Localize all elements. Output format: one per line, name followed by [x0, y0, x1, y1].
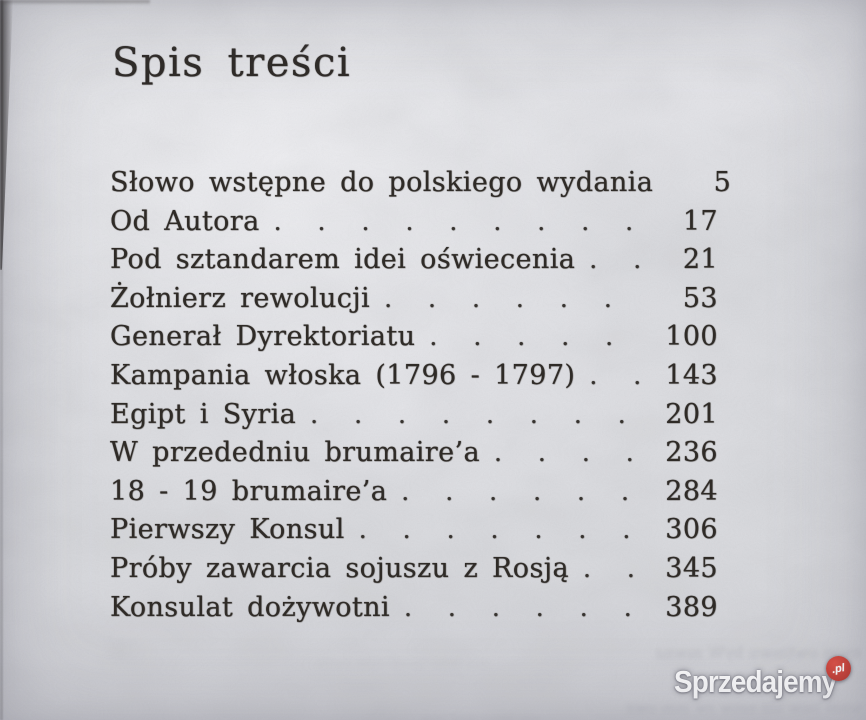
toc-chapter-title: Od Autora [110, 205, 260, 237]
toc-chapter-title: Konsulat dożywotni [110, 591, 390, 623]
toc-chapter-title: Pierwszy Konsul [110, 514, 345, 546]
toc-chapter-title: Próby zawarcia sojuszu z Rosją [110, 552, 569, 584]
page-title: Spis treści [112, 40, 352, 86]
toc-dot-leader: ....... [358, 515, 654, 545]
toc-dot-leader: ........ [310, 399, 654, 429]
toc-row: Konsulat dożywotni ...... 389 [110, 592, 718, 631]
toc-chapter-title: Kampania włoska (1796 - 1797) [110, 359, 576, 391]
toc-page-number: 5 [713, 167, 732, 198]
toc-row: Próby zawarcia sojuszu z Rosją .. 345 [110, 553, 718, 592]
toc-row: Żołnierz rewolucji ...... 53 [110, 283, 718, 322]
toc-chapter-title: W przededniu brumaire’a [110, 437, 480, 469]
toc-row: Pierwszy Konsul ....... 306 [110, 514, 718, 553]
toc-page-number: 143 [665, 359, 718, 391]
toc-dot-leader: ...... [403, 592, 654, 622]
toc-chapter-title: Egipt i Syria [110, 398, 297, 430]
toc-dot-leader: ....... [401, 476, 654, 506]
toc-dot-leader: .... [493, 438, 654, 468]
toc-page-number: 236 [665, 437, 718, 469]
toc-page-number: 17 [682, 205, 718, 237]
toc-chapter-title: Żołnierz rewolucji [110, 282, 371, 314]
toc-row: Kampania włoska (1796 - 1797) .. 143 [110, 360, 718, 399]
photo-edge-shadow-top [0, 0, 150, 5]
toc-page-number: 284 [665, 475, 718, 507]
toc-page-number: 53 [682, 282, 718, 314]
toc-dot-leader: .. [589, 245, 641, 275]
toc-page-number: 100 [665, 321, 718, 353]
toc-chapter-title: Słowo wstępne do polskiego wydania [110, 167, 654, 198]
toc-chapter-title: Generał Dyrektoriatu [110, 321, 416, 353]
toc-chapter-title: Pod sztandarem idei oświecenia [110, 244, 576, 276]
photo-edge-shadow-left [0, 0, 3, 720]
toc-dot-leader: ...... [384, 283, 648, 313]
toc-chapter-title: 18 - 19 brumaire’a [110, 475, 388, 507]
toc-row: Pod sztandarem idei oświecenia .. 21 [110, 244, 718, 283]
toc-row: Generał Dyrektoriatu ..... 100 [110, 321, 718, 360]
toc-page-number: 21 [682, 244, 718, 276]
toc-list: Słowo wstępne do polskiego wydania 5 Od … [110, 167, 731, 631]
toc-dot-leader: .. [589, 360, 641, 390]
toc-row: Egipt i Syria ........ 201 [110, 399, 718, 438]
toc-page-number: 201 [665, 398, 718, 430]
toc-row: Słowo wstępne do polskiego wydania 5 [110, 167, 731, 206]
toc-row: 18 - 19 brumaire’a ....... 284 [110, 476, 718, 515]
toc-dot-leader: ......... [273, 206, 654, 236]
toc-page-number: 306 [665, 514, 718, 546]
toc-page-number: 345 [665, 552, 718, 584]
toc-page-number: 389 [665, 591, 718, 623]
toc-row: W przededniu brumaire’a .... 236 [110, 437, 718, 476]
toc-dot-leader: ..... [429, 322, 650, 352]
toc-row: Od Autora ......... 17 [110, 206, 718, 245]
toc-dot-leader: .. [582, 553, 635, 583]
